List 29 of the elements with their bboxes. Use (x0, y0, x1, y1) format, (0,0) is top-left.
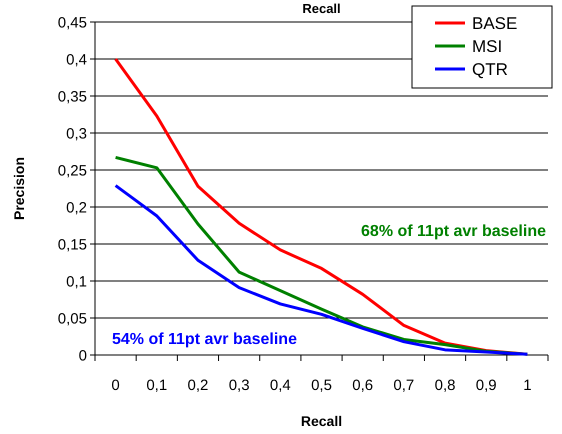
legend-label: BASE (472, 14, 518, 33)
x-tick-label: 0 (111, 377, 120, 394)
legend-label: MSI (472, 36, 502, 56)
x-tick-label: 0,5 (311, 377, 332, 394)
y-axis-title: Precision (11, 156, 27, 220)
x-tick-label: 0,6 (352, 377, 374, 394)
x-tick-label: 1 (523, 377, 532, 394)
x-tick-label: 0,9 (476, 377, 497, 394)
y-tick-label: 0,05 (58, 310, 87, 328)
y-tick-label: 0,2 (66, 199, 87, 216)
x-tick-label: 0,7 (393, 377, 414, 394)
annotation: 54% of 11pt avr baseline (112, 331, 298, 348)
y-tick-label: 0 (78, 347, 87, 364)
y-tick-label: 0,4 (66, 51, 87, 68)
y-tick-label: 0,35 (58, 88, 87, 106)
annotation: 68% of 11pt avr baseline (361, 223, 546, 240)
y-tick-label: 0,15 (58, 236, 87, 254)
x-tick-label: 0,2 (188, 377, 208, 394)
y-tick-label: 0,3 (66, 125, 87, 142)
y-tick-label: 0,45 (58, 14, 87, 32)
x-tick-label: 0,3 (228, 377, 250, 394)
x-tick-label: 0,8 (434, 377, 456, 394)
x-axis-title: Recall (300, 413, 342, 429)
x-tick-label: 0,4 (270, 377, 291, 394)
legend-label: QTR (472, 60, 508, 79)
y-tick-label: 0,25 (58, 162, 87, 180)
chart-title: Recall (302, 1, 341, 16)
x-tick-label: 0,1 (146, 377, 168, 394)
y-tick-label: 0,1 (66, 273, 87, 290)
